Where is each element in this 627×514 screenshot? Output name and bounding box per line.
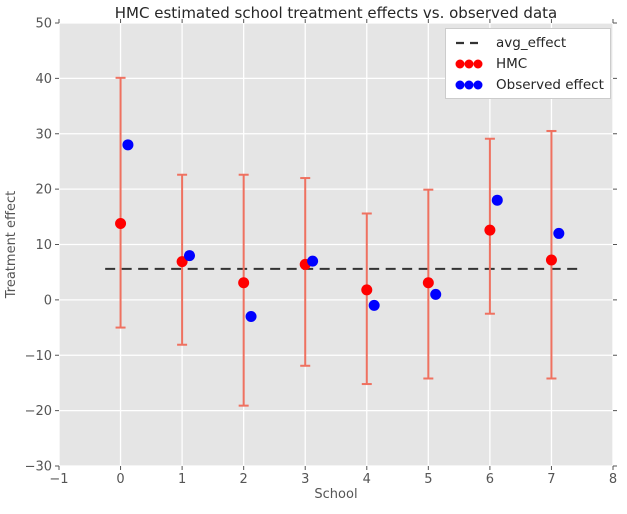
hmc-point <box>115 217 127 229</box>
x-tick-label: 1 <box>178 472 186 487</box>
observed-point <box>553 227 565 239</box>
y-tick-label: 0 <box>44 293 52 308</box>
hmc-point <box>176 256 188 268</box>
hmc-dots-icon <box>455 59 483 68</box>
y-tick-label: −30 <box>25 460 52 475</box>
observed-point <box>368 299 380 311</box>
x-tick-label: 3 <box>301 472 309 487</box>
hmc-point <box>238 277 250 289</box>
x-tick-label: 0 <box>116 472 124 487</box>
x-tick-label: 5 <box>424 472 432 487</box>
y-tick-label: 30 <box>35 127 52 142</box>
x-tick-label: 6 <box>486 472 494 487</box>
y-tick-label: 20 <box>35 183 52 198</box>
legend-label-avg-effect: avg_effect <box>496 34 567 51</box>
legend: avg_effect HMC Observed effect <box>445 28 611 99</box>
legend-label-observed-effect: Observed effect <box>496 76 604 93</box>
observed-dots-icon <box>455 80 483 89</box>
hmc-point <box>545 254 557 266</box>
legend-item-observed-effect: Observed effect <box>454 74 604 95</box>
observed-point <box>430 288 442 300</box>
x-tick-label: 8 <box>609 472 617 487</box>
x-tick-label: 2 <box>240 472 248 487</box>
y-axis-label: Treatment effect <box>4 190 20 299</box>
x-tick-label: −1 <box>49 472 68 487</box>
x-axis-label: School <box>314 487 358 502</box>
observed-point <box>491 194 503 206</box>
hmc-point <box>484 224 496 236</box>
observed-point <box>245 310 257 322</box>
y-axis-label-container: Treatment effect <box>0 23 24 466</box>
y-tick-label: 50 <box>35 17 52 32</box>
x-tick-label: 4 <box>363 472 371 487</box>
dashed-line-icon <box>456 41 484 44</box>
y-tick-label: 10 <box>35 238 52 253</box>
hmc-point <box>361 284 373 296</box>
observed-point <box>307 255 319 267</box>
observed-point <box>183 250 195 262</box>
legend-label-hmc: HMC <box>496 55 528 72</box>
y-tick-label: −20 <box>25 404 52 419</box>
y-tick-label: −10 <box>25 349 52 364</box>
y-tick-label: 40 <box>35 72 52 87</box>
observed-point <box>122 139 134 151</box>
hmc-point <box>422 277 434 289</box>
legend-item-avg-effect: avg_effect <box>454 32 604 53</box>
x-tick-label: 7 <box>547 472 555 487</box>
chart-title: HMC estimated school treatment effects v… <box>114 4 558 22</box>
legend-item-hmc: HMC <box>454 53 604 74</box>
